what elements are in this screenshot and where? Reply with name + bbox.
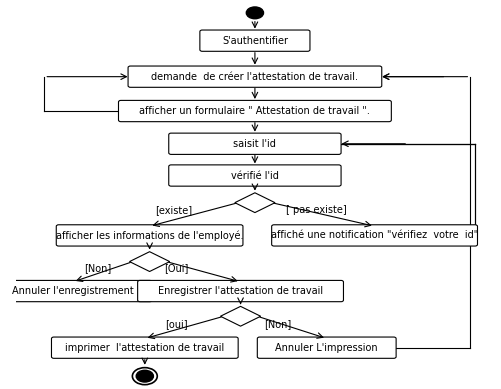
Text: Enregistrer l'attestation de travail: Enregistrer l'attestation de travail (158, 286, 323, 296)
Text: afficher un formulaire " Attestation de travail ".: afficher un formulaire " Attestation de … (139, 106, 370, 116)
Text: imprimer  l'attestation de travail: imprimer l'attestation de travail (65, 343, 224, 353)
Text: [Oui]: [Oui] (164, 263, 188, 273)
FancyBboxPatch shape (0, 280, 152, 302)
Polygon shape (220, 307, 260, 326)
Text: saisit l'id: saisit l'id (233, 139, 276, 149)
FancyBboxPatch shape (271, 225, 476, 246)
FancyBboxPatch shape (199, 30, 309, 51)
FancyBboxPatch shape (128, 66, 381, 87)
Text: vérifié l'id: vérifié l'id (230, 170, 278, 180)
Polygon shape (129, 252, 169, 272)
Text: [existe]: [existe] (155, 205, 192, 215)
FancyBboxPatch shape (168, 133, 340, 154)
FancyBboxPatch shape (52, 337, 237, 358)
Polygon shape (234, 193, 275, 212)
Text: [ pas existe]: [ pas existe] (286, 205, 346, 215)
Text: afficher les informations de l'employé.: afficher les informations de l'employé. (56, 230, 243, 241)
Text: S'authentifier: S'authentifier (221, 36, 288, 46)
Text: [Non]: [Non] (264, 319, 291, 329)
FancyBboxPatch shape (56, 225, 242, 246)
FancyBboxPatch shape (137, 280, 343, 302)
Text: demande  de créer l'attestation de travail.: demande de créer l'attestation de travai… (151, 72, 358, 82)
FancyBboxPatch shape (257, 337, 395, 358)
Text: [Non]: [Non] (84, 263, 111, 273)
Text: affiché une notification "vérifiez  votre  id": affiché une notification "vérifiez votre… (271, 230, 477, 240)
Circle shape (246, 7, 263, 19)
Text: Annuler L'impression: Annuler L'impression (275, 343, 377, 353)
Circle shape (136, 370, 153, 382)
FancyBboxPatch shape (118, 100, 391, 122)
FancyBboxPatch shape (168, 165, 340, 186)
Text: [oui]: [oui] (165, 319, 187, 329)
Text: Annuler l'enregistrement: Annuler l'enregistrement (12, 286, 134, 296)
